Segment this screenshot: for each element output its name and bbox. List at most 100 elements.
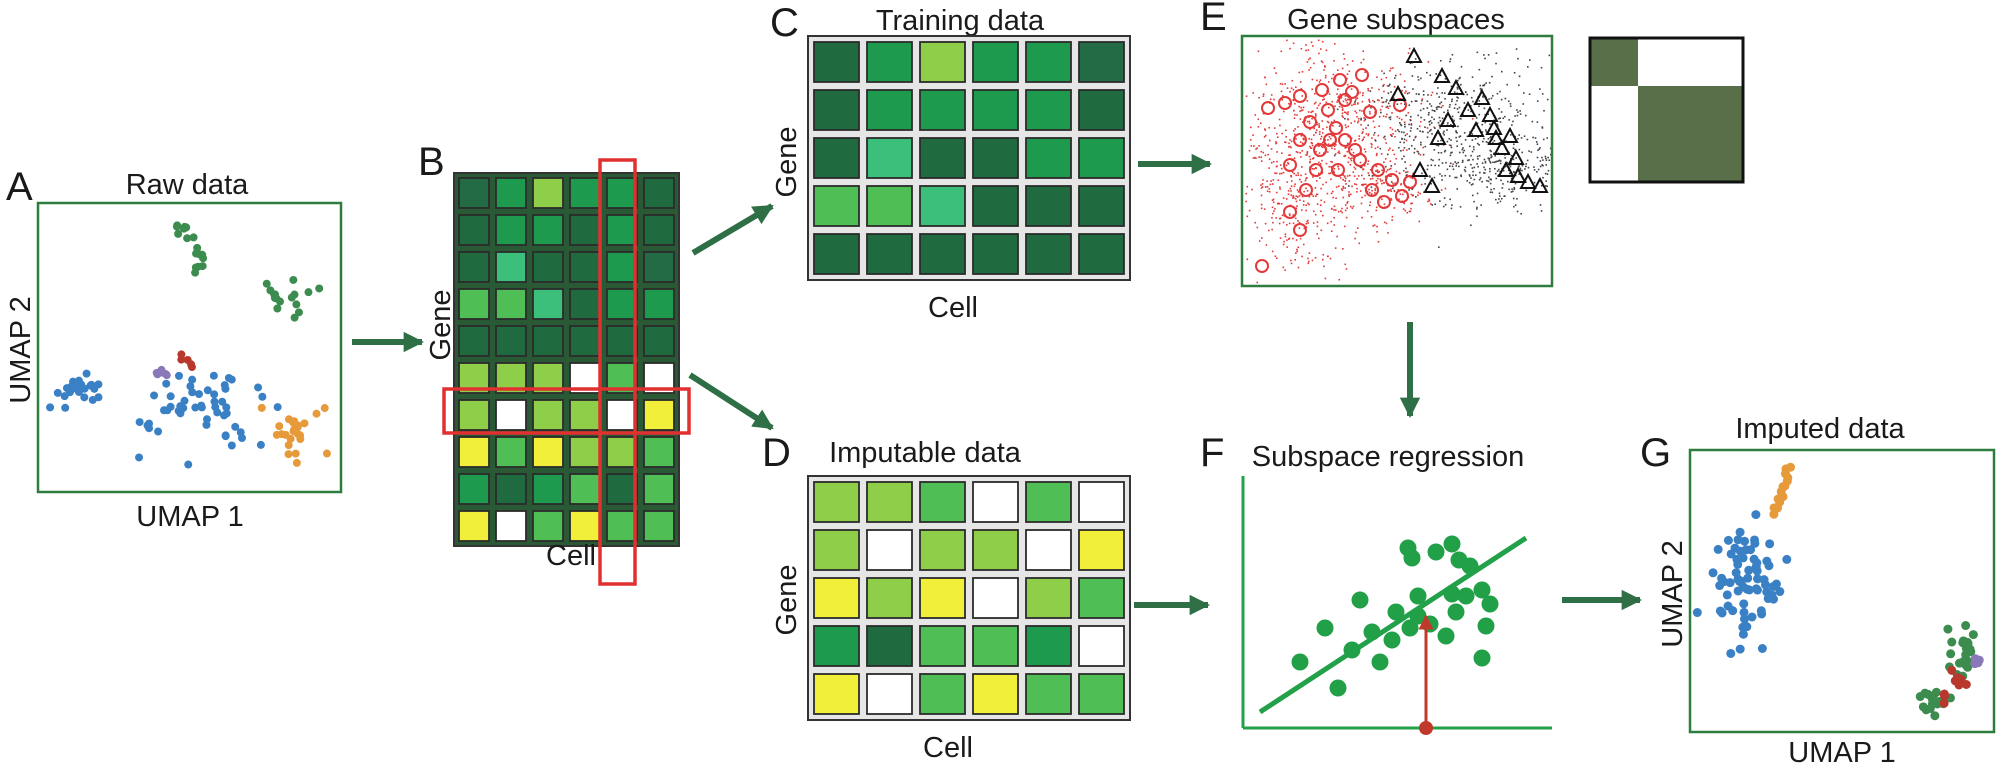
matrix-cell	[606, 288, 638, 320]
subspace-dot	[1301, 95, 1303, 97]
matrix-cell	[458, 399, 490, 431]
matrix-cell	[495, 288, 527, 320]
matrix-cell	[813, 137, 860, 179]
subspace-dot	[1350, 193, 1352, 196]
subspace-dot	[1314, 92, 1316, 95]
subspace-dot	[1337, 69, 1339, 72]
subspace-dot	[1540, 210, 1543, 212]
subspace-dot	[1473, 166, 1476, 169]
subspace-dot	[1344, 225, 1346, 228]
cluster-point-blue	[82, 369, 91, 378]
subspace-dot	[1403, 191, 1406, 193]
subspace-dot	[1410, 207, 1412, 210]
matrix-cell	[919, 481, 966, 523]
matrix-cell	[569, 399, 601, 431]
subspace-dot	[1254, 114, 1257, 116]
subspace-dot	[1296, 189, 1299, 191]
subspace-dot	[1333, 209, 1335, 211]
subspace-dot	[1349, 158, 1352, 160]
subspace-dot	[1454, 161, 1457, 163]
subspace-dot	[1342, 116, 1344, 119]
cluster-point-green	[1968, 630, 1978, 640]
subspace-dot	[1278, 222, 1281, 225]
subspace-dot	[1361, 139, 1364, 142]
subspace-dot	[1305, 44, 1307, 46]
subspace-dot	[1444, 149, 1447, 152]
subspace-dot	[1390, 188, 1392, 191]
subspace-dot	[1275, 72, 1277, 74]
subspace-dot	[1513, 143, 1515, 146]
subspace-dot	[1362, 131, 1364, 133]
matrix-cell	[569, 177, 601, 209]
subspace-dot	[1320, 229, 1323, 232]
subspace-dot	[1264, 76, 1266, 79]
subspace-dot	[1346, 202, 1349, 204]
subspace-dot	[1345, 99, 1348, 102]
subspace-dot	[1402, 208, 1405, 210]
subspace-dot	[1441, 162, 1444, 164]
subspace-dot	[1475, 117, 1478, 119]
panel-d-xlabel: Cell	[923, 732, 973, 764]
subspace-dot	[1275, 172, 1278, 175]
subspace-dot	[1408, 135, 1411, 138]
subspace-dot	[1438, 116, 1441, 119]
subspace-dot	[1296, 114, 1298, 116]
subspace-dot	[1322, 214, 1324, 217]
panel-letter-g: G	[1640, 431, 1671, 475]
subspace-dot	[1368, 111, 1371, 113]
subspace-triangle-marker	[1509, 166, 1527, 183]
subspace-dot	[1521, 151, 1524, 154]
subspace-dot	[1347, 118, 1349, 120]
subspace-dot	[1290, 146, 1292, 149]
matrix-cell	[919, 233, 966, 275]
subspace-dot	[1476, 155, 1479, 158]
subspace-dot	[1330, 121, 1333, 123]
subspace-dot	[1347, 156, 1350, 159]
subspace-dot	[1383, 221, 1386, 224]
subspace-dot	[1275, 217, 1277, 219]
cluster-point-green	[289, 275, 298, 284]
subspace-dot	[1281, 152, 1283, 155]
cluster-point-green	[1963, 639, 1973, 649]
subspace-dot	[1321, 146, 1324, 149]
subspace-dot	[1504, 97, 1507, 100]
subspace-dot	[1326, 192, 1329, 195]
subspace-dot	[1426, 127, 1429, 129]
subspace-dot	[1313, 102, 1316, 105]
subspace-dot	[1377, 241, 1380, 243]
subspace-dot	[1310, 138, 1313, 141]
subspace-dot	[1536, 171, 1538, 173]
subspace-dot	[1436, 92, 1438, 95]
subspace-dot	[1431, 116, 1433, 119]
subspace-dot	[1437, 246, 1440, 248]
subspace-dot	[1367, 160, 1370, 162]
subspace-dot	[1368, 99, 1371, 102]
subspace-dot	[1322, 96, 1325, 98]
subspace-dot	[1350, 159, 1353, 162]
subspace-dot	[1522, 103, 1525, 105]
subspace-circle-marker	[1371, 163, 1385, 177]
subspace-dot	[1508, 188, 1510, 191]
subspace-dot	[1390, 175, 1393, 177]
matrix-cell	[1025, 577, 1072, 619]
subspace-dot	[1397, 129, 1399, 131]
subspace-dot	[1322, 152, 1325, 154]
subspace-dot	[1519, 110, 1521, 112]
subspace-dot	[1430, 182, 1432, 185]
cluster-point-blue	[1764, 561, 1774, 571]
subspace-dot	[1403, 86, 1406, 88]
panel-g-frame	[1688, 448, 1996, 734]
subspace-dot	[1536, 143, 1539, 146]
subspace-dot	[1517, 57, 1519, 60]
subspace-dot	[1284, 269, 1286, 271]
subspace-dot	[1306, 154, 1308, 156]
subspace-circle-marker	[1377, 195, 1391, 209]
cluster-point-blue	[1733, 559, 1743, 569]
subspace-dot	[1443, 150, 1446, 153]
subspace-dot	[1479, 171, 1481, 174]
subspace-dot	[1348, 180, 1351, 182]
subspace-dot	[1326, 126, 1328, 129]
subspace-dot	[1318, 126, 1320, 128]
subspace-dot	[1354, 101, 1356, 103]
subspace-circle-marker	[1333, 73, 1347, 87]
